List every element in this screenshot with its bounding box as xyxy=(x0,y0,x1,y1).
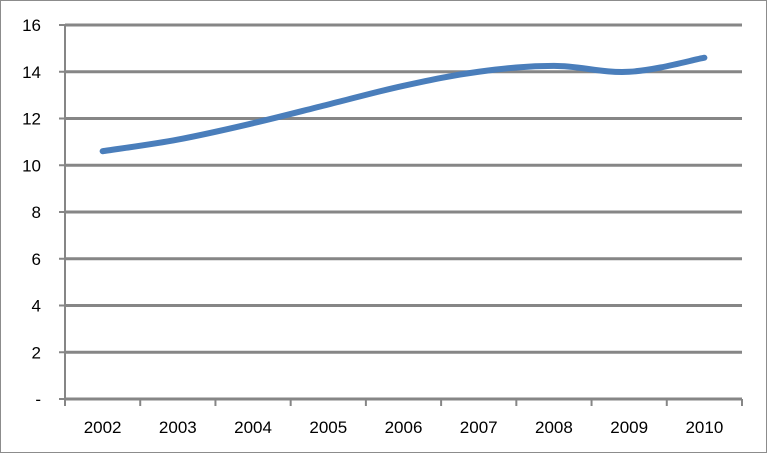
x-tick-label: 2002 xyxy=(84,418,122,437)
x-tick-label: 2007 xyxy=(460,418,498,437)
y-tick-label: 2 xyxy=(32,343,41,362)
y-tick-label: 16 xyxy=(22,16,41,35)
series-layer xyxy=(99,54,708,155)
y-axis-ticks: - 2 4 6 8 10 12 14 16 xyxy=(22,16,41,409)
x-axis-ticks: 2002 2003 2004 2005 2006 2007 2008 2009 2010 xyxy=(84,418,724,437)
y-tick-label: 8 xyxy=(32,203,41,222)
x-tick-label: 2010 xyxy=(685,418,723,437)
y-tick-label: 4 xyxy=(32,297,41,316)
data-point xyxy=(100,148,106,154)
y-tick-label: 10 xyxy=(22,156,41,175)
axes xyxy=(59,24,743,406)
x-tick-label: 2009 xyxy=(610,418,648,437)
data-point xyxy=(551,63,557,69)
x-tick-label: 2006 xyxy=(385,418,423,437)
y-tick-label: 14 xyxy=(22,63,41,82)
data-point xyxy=(401,83,406,89)
data-point xyxy=(701,55,707,61)
gridlines xyxy=(65,23,742,354)
data-point xyxy=(325,101,331,107)
x-tick-label: 2004 xyxy=(234,418,272,437)
x-tick-label: 2005 xyxy=(309,418,347,437)
data-point xyxy=(250,120,256,126)
data-point xyxy=(476,69,482,75)
x-tick-label: 2008 xyxy=(535,418,573,437)
data-point xyxy=(175,137,181,143)
y-tick-label: 12 xyxy=(22,110,41,129)
y-tick-label: - xyxy=(35,390,41,409)
x-tick-label: 2003 xyxy=(159,418,197,437)
y-tick-label: 6 xyxy=(32,250,41,269)
data-point xyxy=(626,69,632,75)
